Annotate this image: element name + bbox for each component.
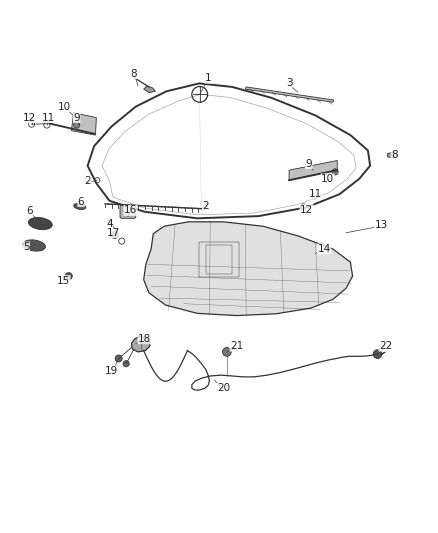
Text: 21: 21 <box>230 341 243 351</box>
Polygon shape <box>144 222 353 316</box>
FancyBboxPatch shape <box>120 205 136 219</box>
Polygon shape <box>289 160 337 180</box>
Text: 11: 11 <box>309 189 322 199</box>
Text: 5: 5 <box>23 242 30 252</box>
Text: 10: 10 <box>321 174 334 184</box>
Text: 6: 6 <box>78 197 85 207</box>
Circle shape <box>115 355 122 362</box>
Circle shape <box>74 122 80 128</box>
Circle shape <box>332 169 338 175</box>
Text: 16: 16 <box>124 205 137 215</box>
Text: 9: 9 <box>73 112 80 123</box>
Ellipse shape <box>28 217 52 230</box>
Circle shape <box>373 350 382 359</box>
Text: 17: 17 <box>106 228 120 238</box>
Text: 8: 8 <box>391 150 398 160</box>
Text: 8: 8 <box>130 69 137 79</box>
Text: 12: 12 <box>23 112 36 123</box>
Text: 1: 1 <box>205 73 212 83</box>
Text: 20: 20 <box>217 383 230 393</box>
Text: 14: 14 <box>318 244 331 254</box>
Text: 6: 6 <box>26 206 33 216</box>
Text: 2: 2 <box>84 176 91 186</box>
Text: 15: 15 <box>57 276 70 286</box>
Circle shape <box>111 231 118 238</box>
Polygon shape <box>388 152 398 158</box>
Ellipse shape <box>74 204 86 209</box>
Polygon shape <box>131 336 150 352</box>
Text: 11: 11 <box>42 112 55 123</box>
Text: 9: 9 <box>305 159 312 168</box>
Text: 3: 3 <box>286 77 293 87</box>
Ellipse shape <box>23 240 46 251</box>
Polygon shape <box>71 113 96 135</box>
Text: 2: 2 <box>202 201 209 211</box>
Text: 19: 19 <box>105 366 118 376</box>
Text: 10: 10 <box>58 102 71 111</box>
Text: 4: 4 <box>106 219 113 229</box>
Circle shape <box>65 273 72 280</box>
Text: 18: 18 <box>138 334 151 344</box>
Polygon shape <box>245 87 334 102</box>
Polygon shape <box>144 86 155 93</box>
Text: 13: 13 <box>374 220 388 230</box>
Circle shape <box>223 348 231 356</box>
Circle shape <box>123 361 129 367</box>
Text: 22: 22 <box>379 341 392 351</box>
Text: 12: 12 <box>300 205 313 215</box>
